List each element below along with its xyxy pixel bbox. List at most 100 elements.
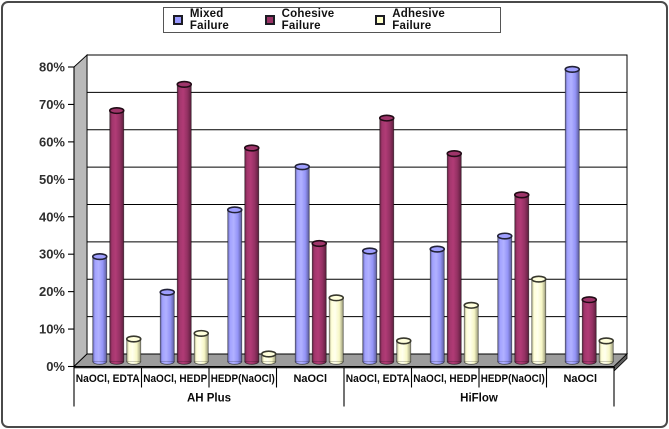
- bar-bottom-cap: [362, 361, 378, 365]
- bar-body: [244, 148, 259, 362]
- bar-top-cap: [159, 288, 176, 296]
- bar-bottom-cap: [193, 361, 209, 365]
- legend-item-label: Adhesive Failure: [392, 8, 446, 32]
- bar-bottom-cap: [311, 361, 327, 365]
- bar-body: [295, 166, 310, 362]
- bar-body: [194, 333, 209, 362]
- bar-cylinder: [598, 337, 615, 365]
- bar-cylinder: [176, 80, 193, 365]
- bar-cylinder: [530, 275, 547, 365]
- legend-marker: [264, 15, 275, 25]
- category-label: HEDP(NaOCl): [211, 373, 275, 385]
- bar-body: [109, 110, 124, 362]
- bar-bottom-cap: [379, 361, 395, 365]
- bar-cylinder: [378, 114, 395, 365]
- bar-body: [227, 209, 242, 362]
- bar-cylinder: [429, 245, 446, 365]
- bar-body: [430, 249, 445, 362]
- bar-bottom-cap: [92, 361, 108, 365]
- bar-cylinder: [513, 191, 530, 365]
- bar-top-cap: [581, 296, 598, 304]
- legend-item: Adhesive Failure: [375, 8, 486, 32]
- bar-top-cap: [513, 191, 530, 199]
- category-label: NaOCl, HEDP: [143, 373, 207, 385]
- bar-bottom-cap: [261, 361, 277, 365]
- y-tick-label: 60%: [39, 134, 65, 149]
- chart-svg: 0%10%20%30%40%50%60%70%80%NaOCl, EDTA NaO…: [39, 53, 629, 407]
- bar-body: [329, 297, 344, 362]
- bar-bottom-cap: [463, 361, 479, 365]
- bar-cylinder: [91, 253, 108, 365]
- category-label: NaOCl: [293, 373, 327, 385]
- bar-top-cap: [243, 144, 260, 152]
- bar-bottom-cap: [159, 361, 175, 365]
- bar-bottom-cap: [126, 361, 142, 365]
- legend-marker: [375, 15, 386, 25]
- bar-body: [464, 305, 479, 362]
- bar-top-cap: [91, 253, 108, 261]
- bar-top-cap: [193, 329, 210, 338]
- bar-cylinder: [193, 329, 210, 365]
- bar-cylinder: [294, 163, 311, 365]
- y-tick-label: 30%: [39, 247, 65, 262]
- bar-body: [379, 118, 394, 362]
- bar-bottom-cap: [497, 361, 513, 365]
- bar-cylinder: [395, 337, 412, 365]
- legend-item-label: Mixed Failure: [189, 8, 230, 32]
- bar-body: [514, 194, 529, 362]
- bar-cylinder: [328, 294, 345, 365]
- y-tick-label: 0%: [46, 359, 65, 374]
- bar-cylinder: [125, 335, 142, 365]
- bar-bottom-cap: [581, 361, 597, 365]
- bar-top-cap: [378, 114, 395, 122]
- bar-bottom-cap: [531, 361, 547, 365]
- bar-bottom-cap: [176, 361, 192, 365]
- bar-cylinder: [243, 144, 260, 365]
- bar-top-cap: [530, 275, 547, 283]
- bar-body: [582, 299, 597, 362]
- category-label: NaOCl, HEDP: [413, 373, 477, 385]
- bar-body: [362, 251, 377, 362]
- bar-top-cap: [496, 232, 513, 240]
- bar-bottom-cap: [514, 361, 530, 365]
- bar-body: [396, 340, 411, 362]
- legend-item: Mixed Failure: [173, 8, 265, 32]
- bar-top-cap: [328, 294, 345, 302]
- bar-body: [92, 256, 107, 362]
- y-tick-label: 20%: [39, 284, 65, 299]
- bar-bottom-cap: [429, 361, 445, 365]
- legend-item: Cohesive Failure: [264, 8, 376, 32]
- bar-cylinder: [311, 239, 328, 365]
- bar-bottom-cap: [328, 361, 344, 365]
- bar-body: [177, 84, 192, 362]
- bar-body: [160, 292, 175, 362]
- bar-top-cap: [598, 337, 615, 345]
- bar-bottom-cap: [244, 361, 260, 365]
- category-label: NaOCl: [563, 373, 597, 385]
- bar-body: [312, 243, 327, 362]
- bar-body: [497, 236, 512, 362]
- y-tick-label: 40%: [39, 209, 65, 224]
- bar-top-cap: [311, 239, 328, 248]
- bar-cylinder: [108, 106, 125, 365]
- bar-top-cap: [226, 206, 243, 214]
- bar-cylinder: [581, 296, 598, 365]
- bar-top-cap: [361, 247, 378, 255]
- plot-side-wall: [73, 53, 88, 368]
- bar-top-cap: [446, 150, 463, 158]
- bar-cylinder: [260, 350, 277, 365]
- bar-cylinder: [564, 65, 581, 365]
- bar-body: [531, 279, 546, 362]
- y-tick-label: 10%: [39, 322, 65, 337]
- group-label: HiFlow: [460, 393, 498, 405]
- y-tick-label: 50%: [39, 172, 65, 187]
- bar-bottom-cap: [109, 361, 125, 365]
- bar-cylinder: [226, 206, 243, 365]
- legend-marker: [173, 15, 183, 25]
- bar-cylinder: [159, 288, 176, 365]
- bar-bottom-cap: [446, 361, 462, 365]
- category-label: NaOCl, EDTA: [346, 373, 410, 385]
- bar-body: [447, 153, 462, 362]
- bar-top-cap: [294, 163, 311, 171]
